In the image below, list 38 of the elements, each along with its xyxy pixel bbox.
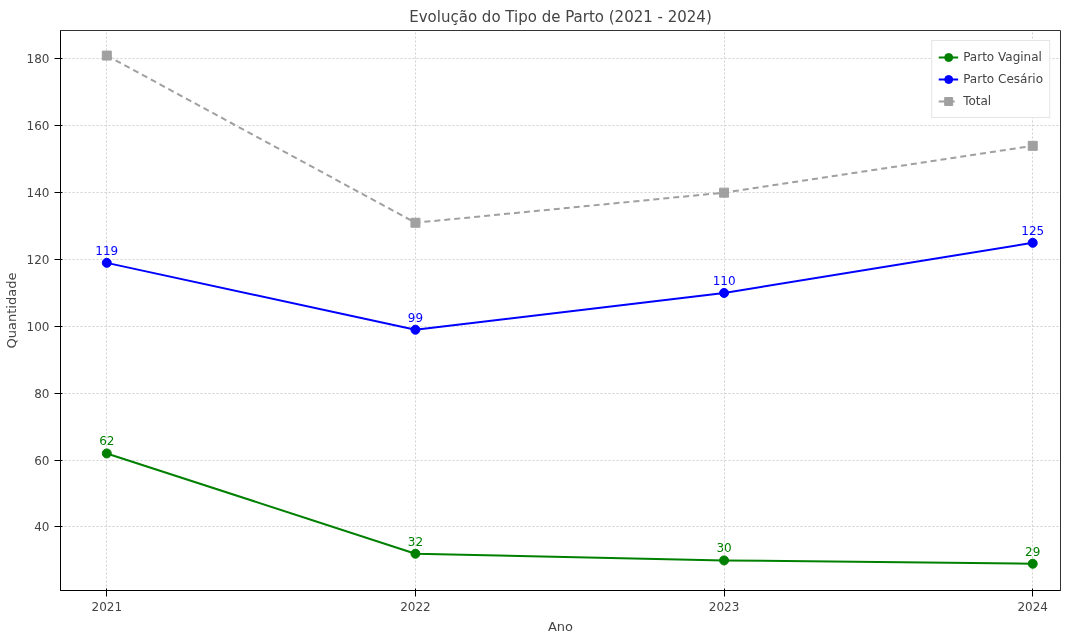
data-label: 29 — [1025, 544, 1041, 559]
data-label: 119 — [95, 243, 119, 258]
y-tick-label: 180 — [26, 52, 50, 67]
data-label: 30 — [716, 541, 732, 556]
data-label: 125 — [1021, 223, 1045, 238]
data-label: 99 — [407, 310, 424, 325]
y-tick-label: 160 — [26, 119, 50, 134]
x-tick-label: 2021 — [91, 599, 123, 614]
x-tick-label: 2023 — [708, 599, 740, 614]
y-tick-label: 80 — [34, 386, 50, 401]
point — [1027, 558, 1038, 569]
data-label: 62 — [99, 434, 115, 449]
point — [719, 287, 730, 298]
legend-label: Parto Vaginal — [963, 50, 1042, 64]
y-axis-title: Quantidade — [3, 272, 19, 349]
y-tick-label: 100 — [26, 319, 50, 334]
point — [410, 324, 421, 335]
point — [719, 555, 730, 566]
point — [1027, 237, 1038, 248]
y-tick-label: 120 — [26, 253, 50, 268]
point — [410, 217, 421, 228]
point — [410, 548, 421, 559]
x-tick-label: 2024 — [1017, 599, 1048, 614]
point — [1027, 140, 1038, 151]
point — [101, 448, 112, 459]
legend-label: Total — [963, 94, 992, 108]
y-tick-label: 60 — [34, 453, 50, 468]
data-label: 32 — [407, 534, 424, 549]
chart-title: Evolução do Tipo de Parto (2021 - 2024) — [409, 7, 712, 26]
point — [719, 187, 730, 198]
legend-label: Parto Cesário — [963, 72, 1043, 86]
data-label: 110 — [712, 273, 736, 288]
point — [101, 50, 112, 61]
y-tick-label: 40 — [34, 520, 50, 535]
point — [101, 257, 112, 268]
x-tick-label: 2022 — [400, 599, 431, 614]
y-tick-label: 140 — [26, 186, 50, 201]
x-axis-title: Ano — [547, 618, 574, 634]
